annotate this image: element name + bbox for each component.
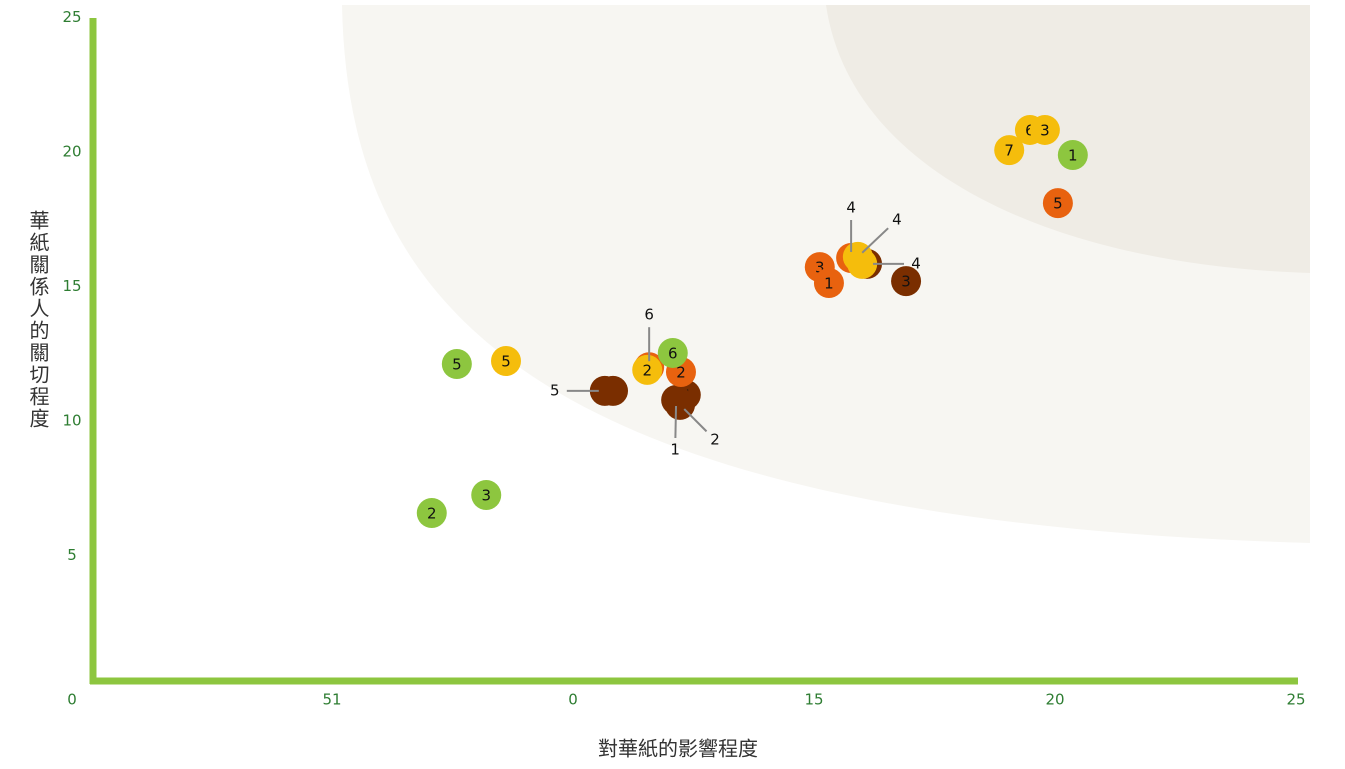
y-tick-label: 20 [62,143,81,161]
point [632,354,663,385]
point-label: 2 [427,504,437,522]
point [416,497,447,528]
point [1042,188,1073,219]
point-label: 5 [550,381,560,399]
point-label: 5 [1053,195,1063,213]
point-label: 1 [1068,146,1078,164]
point [813,268,844,299]
point [471,479,502,510]
y-axis-label: 華紙關係人的關切程度 [26,210,50,430]
point-label: 3 [481,486,491,504]
point-label: 2 [676,364,686,382]
x-tick-label: 51 [322,691,341,709]
point-label: 1 [670,441,680,459]
point-label: 1 [824,275,834,293]
point-label: 4 [846,198,856,216]
y-tick-label: 15 [62,277,81,295]
x-tick-label: 25 [1286,691,1305,709]
point-label: 2 [710,430,720,448]
point [1057,139,1088,170]
point-label: 3 [815,259,825,277]
y-tick-label: 10 [62,412,81,430]
point-label: 2 [642,361,652,379]
point-label: 4 [911,254,921,272]
x-tick-label: 0 [67,691,77,709]
point-label: 6 [668,344,678,362]
leader-line [683,408,708,433]
point [1029,114,1060,145]
marks: 3645312153266371525214464 [416,114,1088,528]
point-label: 6 [644,306,654,324]
point-label: 3 [1040,121,1050,139]
point-label: 3 [901,273,911,291]
point-label: 5 [501,353,511,371]
zone-inner [826,5,1310,273]
point [441,348,472,379]
point [657,337,688,368]
point [891,266,922,297]
point [589,375,620,406]
leader-line [861,227,889,254]
point-label: 5 [452,355,462,373]
y-tick-label: 5 [67,546,77,564]
point [491,346,522,377]
x-axis-label: 對華紙的影響程度 [598,737,758,761]
point-label: 4 [892,210,902,228]
point [994,135,1025,166]
x-tick-label: 15 [804,691,823,709]
y-tick-label: 25 [62,8,81,26]
point [661,385,692,416]
point-label: 7 [1004,142,1014,160]
x-tick-label: 0 [568,691,578,709]
leader-line [674,405,678,439]
x-tick-label: 20 [1045,691,1064,709]
